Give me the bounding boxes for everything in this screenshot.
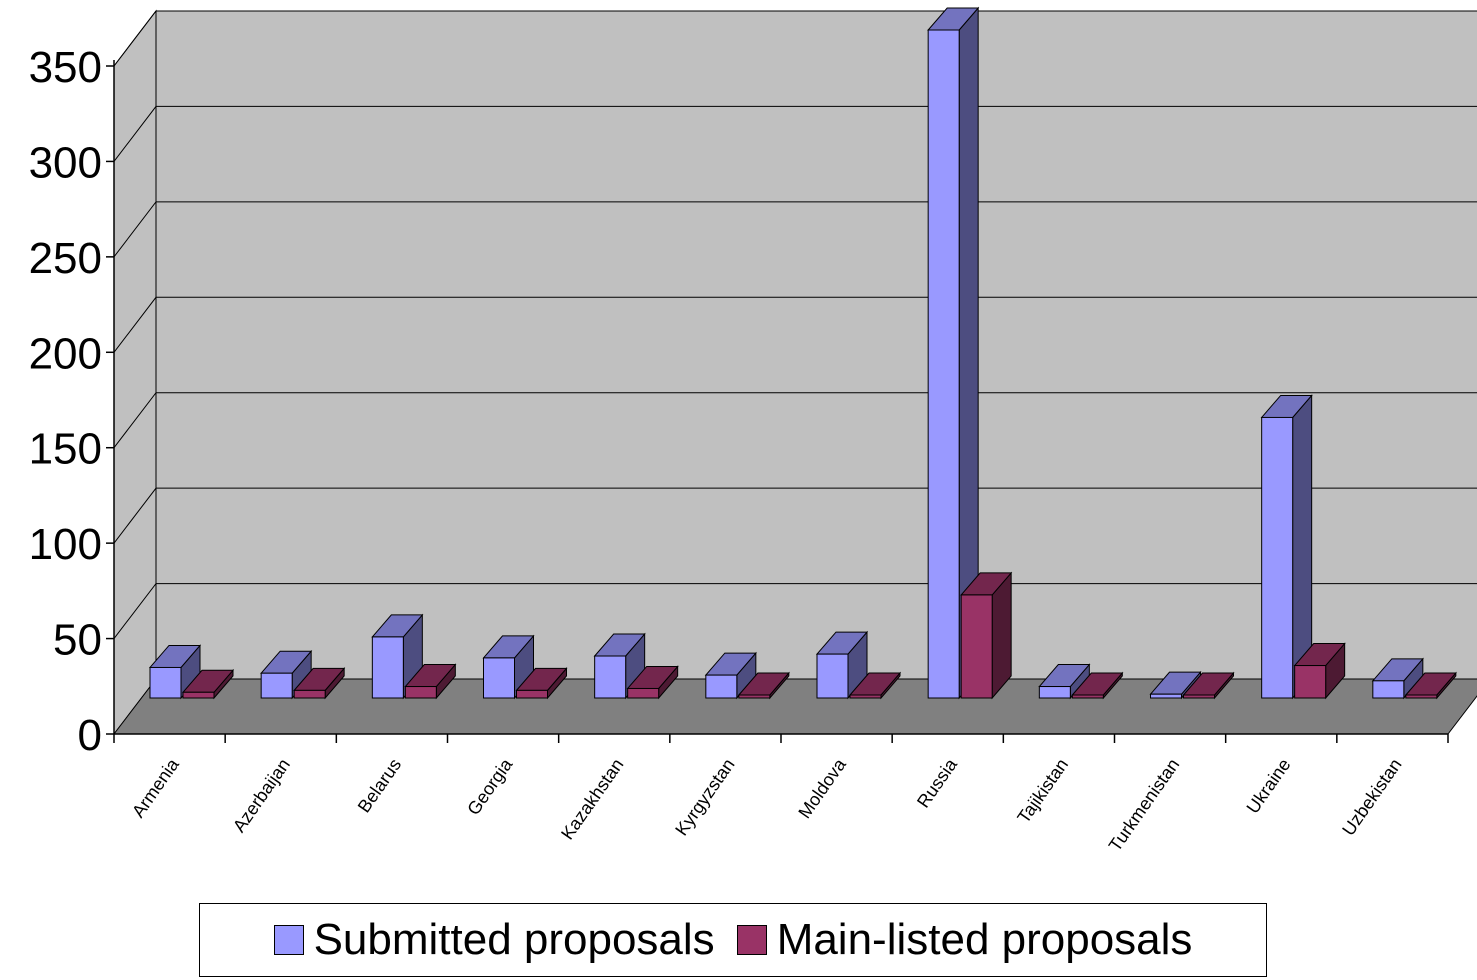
bar-submitted [148,644,202,700]
y-tick-label: 150 [29,425,102,474]
bars [148,6,1457,700]
gridline [113,487,1477,544]
bar-front [1071,694,1104,699]
bar-front [849,694,882,699]
bar-main-listed [181,668,235,700]
bar-main-listed [848,671,902,700]
gridline [113,392,1477,449]
gridline [113,105,1477,162]
y-tick-label: 350 [29,43,102,92]
gridline [113,201,1477,258]
x-tick-label: Turkmenistan [1105,755,1184,855]
bar-submitted [482,634,535,700]
x-tick-label: Belarus [354,755,405,816]
x-tick-label: Azerbaijan [229,755,294,836]
bar-main-listed [1293,642,1346,700]
bar-submitted [927,6,980,700]
bar-main-listed [737,671,790,700]
chart-walls [112,9,1477,736]
bar-front [516,689,548,699]
back-wall [155,10,1477,680]
bar-front [1038,686,1071,699]
bar-front [927,29,960,699]
bar-front [483,657,515,699]
bar-front [816,653,849,699]
bar-submitted [704,651,757,700]
legend-swatch-submitted [273,925,304,955]
gridlines [113,10,1477,639]
chart-area: 0 50 100 150 200 250 300 350 Armenia Azerbaijan B… [29,6,1477,855]
bar-front [594,655,627,699]
bar-front [1372,680,1405,699]
gridline [113,583,1477,639]
bar-front [182,691,215,699]
bar-front [960,594,993,699]
bar-main-listed [515,667,568,700]
legend-label-submitted: Submitted proposals [313,915,715,964]
bar-front [1294,665,1327,699]
bar-submitted [1038,663,1091,700]
legend-item-submitted: Submitted proposals [273,915,715,965]
bar-front [371,636,404,699]
x-tick-label: Moldova [794,754,850,822]
bar-front [1150,693,1182,699]
y-tick-label: 0 [78,711,102,760]
bar-front [293,689,326,699]
gridline [113,10,1477,67]
bar-main-listed [960,571,1013,700]
gridline [113,296,1477,353]
y-tick-label: 300 [29,138,102,187]
axes [106,60,1449,743]
bar-main-listed [404,663,457,700]
bar-submitted [593,632,646,700]
bar-submitted [1260,394,1313,700]
bar-front [1405,694,1438,699]
x-axis-tick-labels: Armenia Azerbaijan Belarus Georgia Kazakhsta… [128,754,1406,855]
legend-swatch-main-listed [736,925,767,955]
bar-main-listed [293,667,346,700]
y-tick-label: 50 [53,616,102,665]
bar-front [1183,694,1215,699]
x-tick-label: Armenia [128,754,183,821]
x-tick-label: Uzbekistan [1338,755,1405,839]
y-axis-tick-labels: 0 50 100 150 200 250 300 350 [29,43,102,760]
bar-front [260,672,293,699]
legend: Submitted proposals Main-listed proposal… [199,903,1267,977]
bar-front [1261,416,1294,699]
bar-main-listed [626,665,679,700]
x-tick-label: Russia [913,754,962,811]
y-tick-label: 200 [29,329,102,378]
bar-submitted [1371,657,1424,700]
y-tick-label: 250 [29,234,102,283]
y-tick-label: 100 [29,520,102,569]
x-tick-label: Tajikistan [1013,755,1072,827]
x-tick-label: Ukraine [1243,755,1295,817]
x-tick-label: Georgia [463,754,517,819]
x-tick-label: Kazakhstan [557,755,627,844]
bar-main-listed [1071,671,1124,700]
bar-main-listed [1404,671,1457,700]
x-tick-label: Kyrgyzstan [671,755,738,839]
bar-submitted [260,649,313,700]
side-wall [113,9,157,736]
legend-item-main-listed: Main-listed proposals [736,915,1193,965]
bar-front [404,686,437,699]
bar-main-listed [1182,671,1235,700]
legend-label-main-listed: Main-listed proposals [776,915,1193,964]
bar-front [705,674,738,699]
bar-front [627,687,660,699]
bar-front [738,694,771,699]
bar-front [149,666,182,699]
